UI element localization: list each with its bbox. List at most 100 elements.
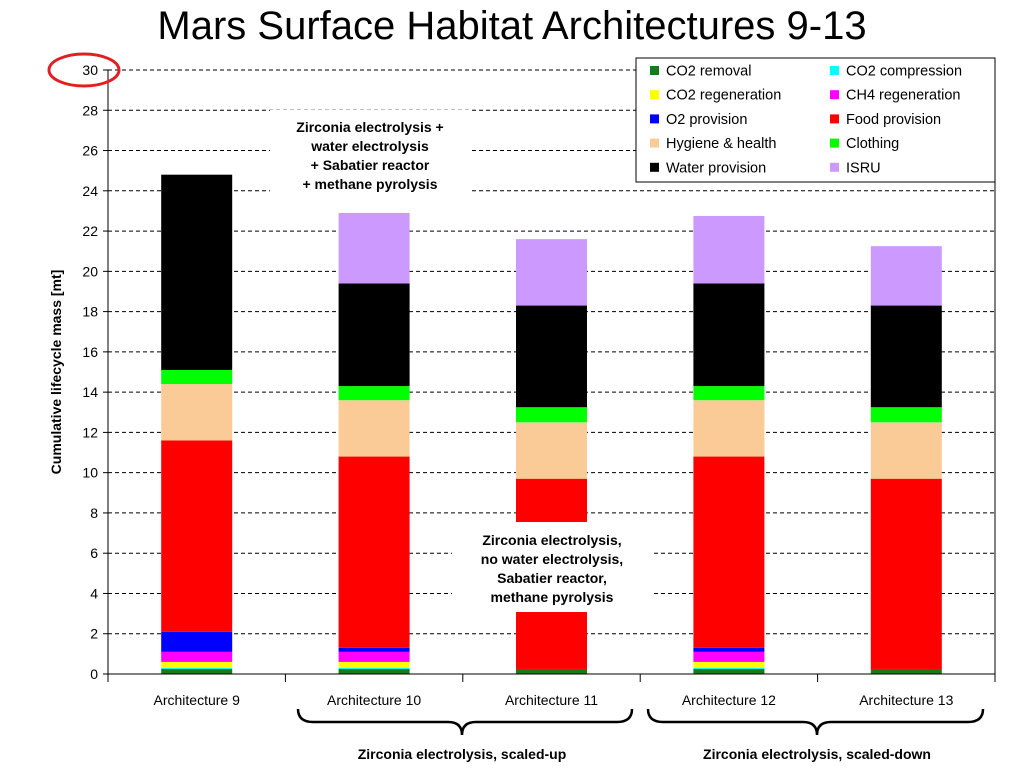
group-brace (296, 708, 634, 736)
y-tick-label: 14 (82, 384, 98, 400)
legend: CO2 removal CO2 compression CO2 regenerati… (635, 57, 996, 183)
bar-segment (516, 407, 587, 423)
chart-title: Mars Surface Habitat Architectures 9-13 (157, 4, 867, 48)
legend-box (635, 57, 996, 183)
bar-segment (516, 668, 587, 674)
legend-swatch (650, 114, 659, 124)
bar-segment (516, 305, 587, 408)
y-tick-label: 24 (82, 183, 98, 199)
legend-swatch (650, 66, 659, 75)
y-tick-label: 16 (82, 344, 98, 360)
y-tick-label: 12 (82, 424, 98, 440)
bar-segment (161, 174, 233, 370)
legend-label: Water provision (666, 160, 766, 176)
legend-swatch (830, 162, 839, 172)
y-tick-label: 18 (82, 304, 98, 320)
x-tick-label: Architecture 10 (327, 692, 421, 708)
y-tick-label: 22 (82, 223, 98, 239)
bar-segment (338, 386, 410, 401)
legend-swatch (830, 114, 839, 124)
annotation-text: methane pyrolysis (491, 589, 614, 605)
y-tick-label: 26 (82, 143, 98, 159)
x-tick-labels: Architecture 9 Architecture 10 Architectur… (154, 692, 954, 708)
bar-segment (338, 661, 410, 668)
bar-segment (693, 456, 765, 648)
bar-segment (693, 386, 765, 401)
group-brace (646, 708, 985, 736)
group-label: Zirconia electrolysis, scaled-down (703, 746, 931, 762)
legend-label: CO2 removal (666, 64, 751, 80)
x-tick-label: Architecture 9 (154, 692, 241, 708)
bar-segment (338, 456, 410, 648)
bar-segment (693, 651, 765, 662)
bar-segment (693, 283, 765, 387)
legend-label: Food provision (846, 112, 941, 128)
legend-swatch (830, 138, 839, 148)
legend-label: O2 provision (666, 112, 747, 128)
legend-label: Hygiene & health (666, 136, 776, 152)
y-axis-label: Cumulative lifecycle mass [mt] (48, 270, 64, 475)
bar-segment (161, 440, 233, 632)
bar-segment (338, 212, 410, 284)
annotation-text: Zirconia electrolysis, (482, 532, 621, 548)
y-tick-label: 10 (82, 465, 98, 481)
legend-label: Clothing (846, 136, 899, 152)
bar-segment (516, 239, 587, 306)
bar-segment (161, 369, 233, 385)
y-tick-label: 0 (90, 666, 98, 682)
y-tick-label: 30 (82, 62, 98, 78)
legend-label: CO2 regeneration (666, 88, 781, 104)
bar-segment (338, 651, 410, 662)
annotation-text: + Sabatier reactor (311, 157, 430, 173)
bar-segment (693, 661, 765, 668)
bar-segment (161, 661, 233, 668)
y-tick-label: 28 (82, 102, 98, 118)
legend-swatch (650, 138, 659, 148)
annotation-box (270, 110, 470, 200)
bar-segment (870, 305, 942, 408)
legend-swatch (830, 66, 839, 75)
x-tick-label: Architecture 12 (682, 692, 776, 708)
legend-label: CO2 compression (846, 64, 962, 80)
annotation-text: + methane pyrolysis (302, 176, 437, 192)
bar-segment (870, 478, 942, 669)
bar-segment (870, 407, 942, 423)
bar-segment (161, 384, 233, 441)
bar-segment (693, 667, 765, 669)
y-tick-label: 4 (90, 585, 98, 601)
y-tick-label: 6 (90, 545, 98, 561)
x-tick-label: Architecture 11 (505, 692, 598, 708)
bar-segment (693, 400, 765, 457)
bar-segment (693, 647, 765, 652)
bar-segment (161, 667, 233, 669)
y-tick-label: 2 (90, 626, 98, 642)
bar-segment (338, 283, 410, 387)
bar-segment (338, 647, 410, 652)
legend-swatch (650, 162, 659, 172)
bar-segment (161, 668, 233, 674)
bar-segment (161, 631, 233, 652)
group-brackets: Zirconia electrolysis, scaled-up Zirconia… (296, 708, 985, 762)
group-label: Zirconia electrolysis, scaled-up (358, 746, 567, 762)
y-tick-label: 20 (82, 263, 98, 279)
bar-segment (338, 400, 410, 457)
bar-segment (693, 668, 765, 674)
bar-segment (870, 668, 942, 674)
annotation-text: Sabatier reactor, (497, 570, 607, 586)
bars (161, 174, 942, 674)
bar-segment (693, 215, 765, 284)
legend-label: ISRU (846, 160, 881, 176)
bar-segment (870, 422, 942, 479)
annotation-text: Zirconia electrolysis + (296, 119, 443, 135)
legend-label: CH4 regeneration (846, 88, 960, 104)
legend-swatch (650, 90, 659, 100)
y-tick-label: 8 (90, 505, 98, 521)
bar-segment (338, 668, 410, 674)
bar-segment (870, 246, 942, 306)
bar-segment (161, 651, 233, 662)
legend-swatch (830, 90, 839, 100)
annotation-text: no water electrolysis, (481, 551, 623, 567)
bar-segment (516, 422, 587, 479)
